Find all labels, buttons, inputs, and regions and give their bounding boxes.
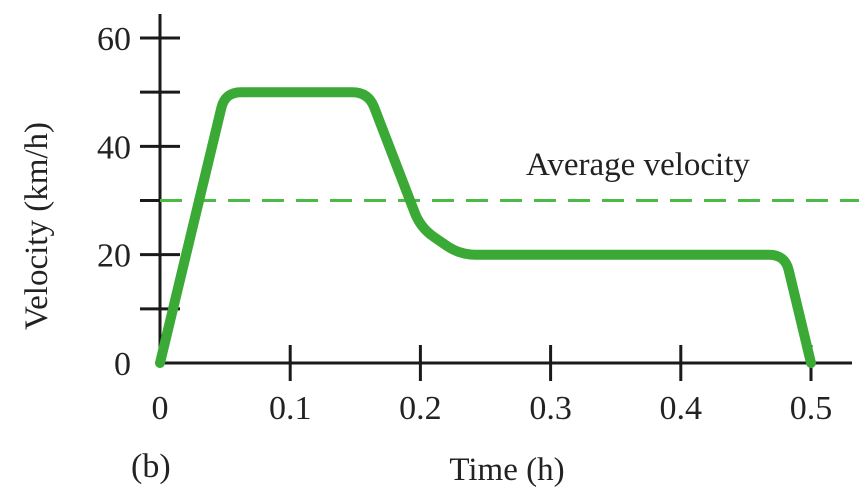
x-tick-label: 0.1 [269,390,312,427]
velocity-series-line [155,87,816,368]
x-axis-title: Time (h) [449,452,564,488]
series-layer [155,87,816,368]
y-tick-label: 20 [97,238,131,275]
x-tick-label: 0.4 [660,390,703,427]
tick-labels: 0 20 40 60 0 0.1 0.2 0.3 0.4 0.5 [97,21,832,427]
y-axis-title: Velocity (km/h) [19,122,55,330]
axes [158,14,852,365]
x-tick-label: 0.2 [399,390,442,427]
panel-label: (b) [131,448,171,485]
x-tick-label: 0.3 [529,390,572,427]
x-tick-label: 0 [152,390,169,427]
x-tick-label: 0.5 [790,390,833,427]
y-tick-label: 0 [114,346,131,383]
y-tick-label: 60 [97,21,131,58]
average-velocity-label: Average velocity [526,147,750,183]
y-tick-label: 40 [97,129,131,166]
